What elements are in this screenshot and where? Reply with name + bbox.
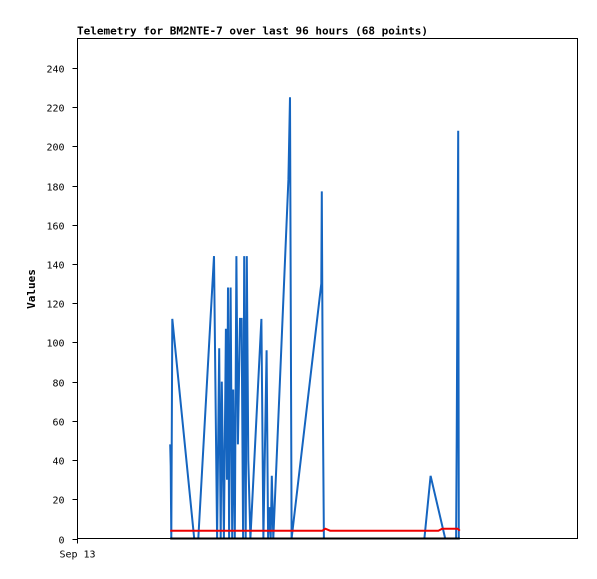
y-tick-label: 160: [46, 222, 64, 233]
y-tick-label: 40: [52, 457, 64, 468]
y-tick-label: 100: [46, 339, 64, 350]
y-tick-label: 220: [46, 104, 64, 115]
y-tick-label: 120: [46, 300, 64, 311]
y-tick-label: 80: [52, 379, 64, 390]
y-tick-label: 0: [58, 536, 64, 547]
y-axis-label: Values: [25, 269, 38, 309]
y-axis: 0 20 40 60 80 100 120 140 160 180 200 220 240: [46, 65, 78, 547]
y-tick-label: 60: [52, 418, 64, 429]
x-axis: Sep 13: [59, 538, 96, 561]
y-tick-label: 20: [52, 496, 64, 507]
plot-frame: [77, 38, 578, 539]
series-line-1: [170, 527, 461, 532]
series-line-0: [169, 97, 460, 540]
x-tick-label: Sep 13: [59, 550, 95, 561]
y-tick-label: 240: [46, 65, 64, 76]
y-tick-label: 200: [46, 143, 64, 154]
chart-title: Telemetry for BM2NTE-7 over last 96 hour…: [77, 25, 428, 38]
y-tick-label: 180: [46, 183, 64, 194]
y-tick-label: 140: [46, 261, 64, 272]
series-layer: [169, 97, 461, 540]
